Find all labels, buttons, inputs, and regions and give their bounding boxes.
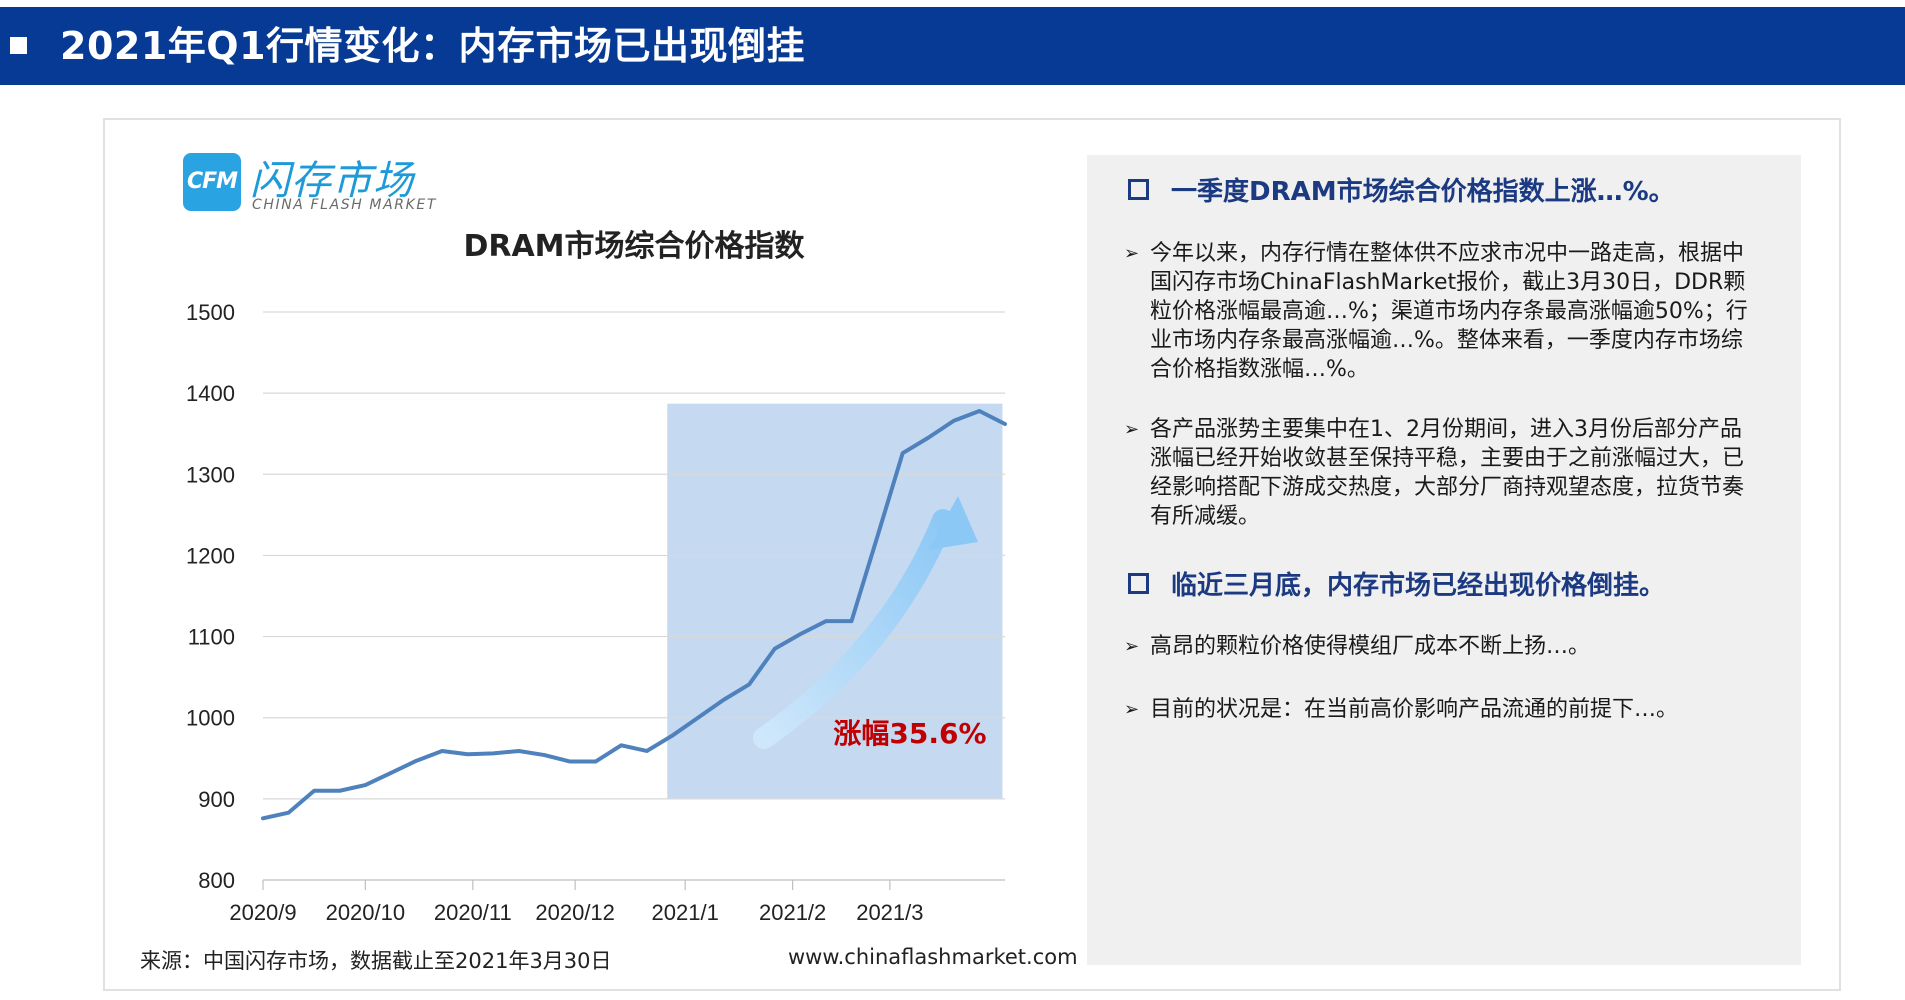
website-url[interactable]: www.chinaflashmarket.com [788, 945, 1078, 969]
x-tick-label: 2020/11 [434, 900, 512, 925]
cfm-logo-icon: CFM [183, 153, 241, 211]
x-tick-label: 2021/1 [652, 900, 719, 925]
bullet-item-1: ➢ 今年以来，内存行情在整体供不应求市况中一路走高，根据中国闪存市场ChinaF… [1124, 239, 1760, 384]
page-title: 2021年Q1行情变化：内存市场已出现倒挂 [60, 24, 806, 68]
title-bullet-icon [10, 37, 27, 54]
checkbox-square-icon [1128, 573, 1149, 594]
chart-title: DRAM市场综合价格指数 [463, 229, 805, 264]
arrow-bullet-icon: ➢ [1124, 636, 1140, 657]
x-tick-label: 2021/3 [856, 900, 923, 925]
highlight-region [667, 403, 1003, 799]
checkbox-square-icon [1128, 179, 1149, 200]
y-tick-label: 800 [198, 868, 235, 893]
y-tick-label: 1300 [186, 462, 235, 487]
logo-chinese-name: 闪存市场 [250, 158, 414, 204]
commentary-panel [1087, 155, 1801, 965]
bullet-item-3: ➢ 高昂的颗粒价格使得模组厂成本不断上扬…。 [1124, 632, 1760, 661]
bullet-item-2-text: 各产品涨势主要集中在1、2月份期间，进入3月份后部分产品涨幅已经开始收敛甚至保持… [1150, 417, 1745, 529]
x-tick-label: 2021/2 [759, 900, 826, 925]
trend-arrow-icon [753, 509, 954, 749]
logo-english-name: CHINA FLASH MARKET [252, 197, 437, 213]
source-note: 来源：中国闪存市场，数据截止至2021年3月30日 [140, 949, 612, 973]
bullet-item-4-text: 目前的状况是：在当前高价影响产品流通的前提下…。 [1150, 697, 1679, 722]
y-tick-label: 900 [198, 787, 235, 812]
bullet-item-1-text: 今年以来，内存行情在整体供不应求市况中一路走高，根据中国闪存市场ChinaFla… [1150, 241, 1748, 382]
increase-annotation: 涨幅35.6% [833, 717, 986, 750]
section-heading-2: 临近三月底，内存市场已经出现价格倒挂。 [1128, 565, 1665, 602]
bullet-item-4: ➢ 目前的状况是：在当前高价影响产品流通的前提下…。 [1124, 695, 1760, 724]
bullet-item-3-text: 高昂的颗粒价格使得模组厂成本不断上扬…。 [1150, 634, 1591, 659]
x-tick-label: 2020/12 [535, 900, 615, 925]
arrow-bullet-icon: ➢ [1124, 419, 1140, 440]
y-tick-label: 1400 [186, 381, 235, 406]
trend-arrow-head-icon [928, 496, 978, 550]
series-line [261, 408, 1007, 821]
title-bar: 2021年Q1行情变化：内存市场已出现倒挂 [0, 7, 1905, 85]
dram-price-index-chart: DRAM市场综合价格指数 800 900 1000 1100 1200 1300 1400 15… [186, 229, 1007, 925]
y-tick-label: 1100 [188, 625, 235, 650]
section-heading-1-text: 一季度DRAM市场综合价格指数上涨…%。 [1171, 177, 1675, 207]
bullet-item-2: ➢ 各产品涨势主要集中在1、2月份期间，进入3月份后部分产品涨幅已经开始收敛甚至… [1124, 415, 1760, 531]
section-heading-2-text: 临近三月底，内存市场已经出现价格倒挂。 [1171, 571, 1666, 601]
x-tick-label: 2020/9 [229, 900, 296, 925]
x-tick-label: 2020/10 [326, 900, 406, 925]
y-tick-label: 1200 [186, 543, 235, 568]
y-tick-label: 1000 [186, 706, 235, 731]
section-heading-1: 一季度DRAM市场综合价格指数上涨…%。 [1128, 171, 1675, 208]
y-tick-label: 1500 [186, 300, 235, 325]
arrow-bullet-icon: ➢ [1124, 699, 1140, 720]
content-frame [103, 118, 1841, 991]
arrow-bullet-icon: ➢ [1124, 243, 1140, 264]
